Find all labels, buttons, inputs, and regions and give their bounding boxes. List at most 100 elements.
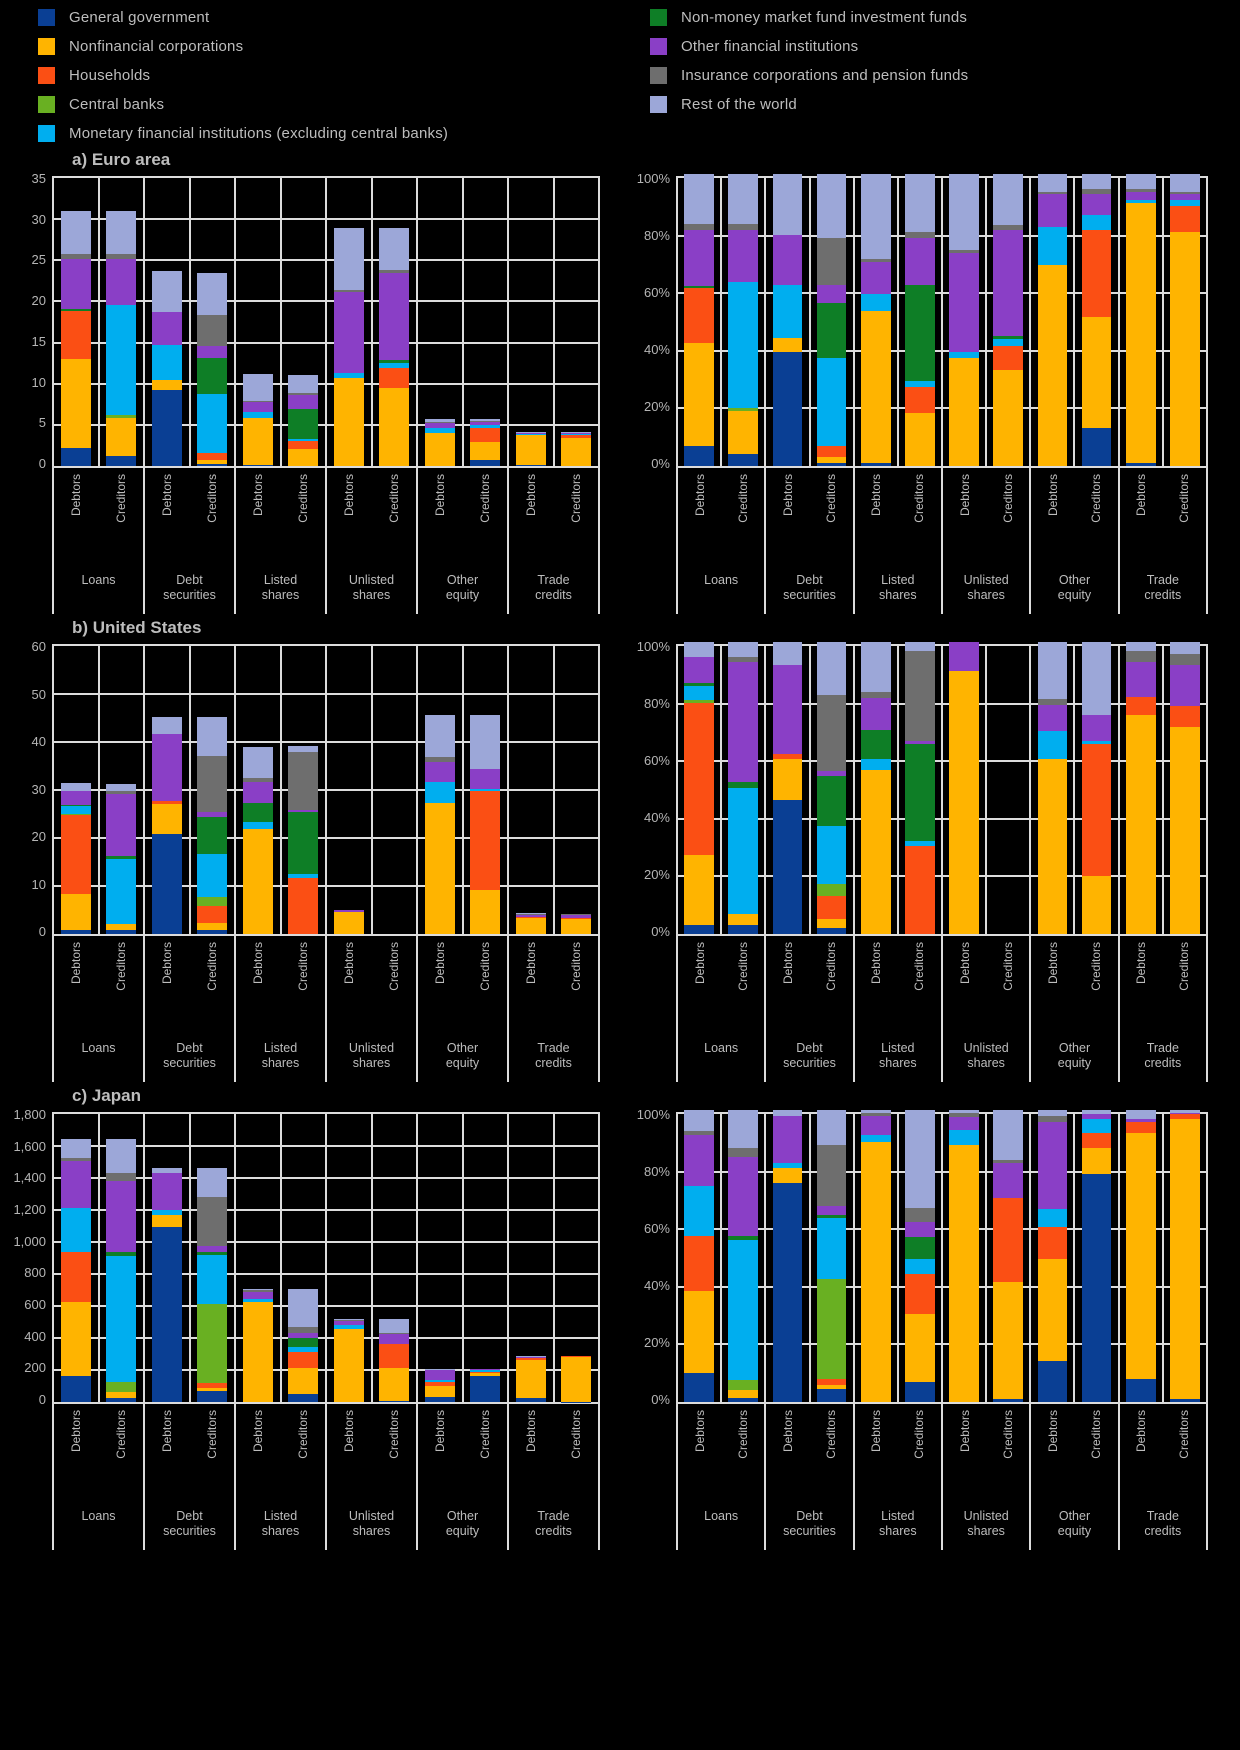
bar-group <box>236 1114 327 1402</box>
bar-group <box>236 178 327 466</box>
bar-segment-h <box>151 800 182 805</box>
bar-segment-r <box>684 1110 714 1131</box>
bar-segment-f <box>106 856 137 860</box>
bar-segment-i <box>288 1326 319 1333</box>
bar-slot <box>236 1114 282 1402</box>
bar-segment-n <box>197 460 228 465</box>
bar-pair-labels: Debtors Creditors <box>418 936 507 1039</box>
y-axis-tick-label: 100% <box>636 639 670 654</box>
bar-segment-m <box>1081 741 1112 745</box>
bar-segment-r <box>816 174 847 239</box>
bar-segment-m <box>288 439 319 441</box>
bar-segment-g <box>772 1183 803 1402</box>
legend-item-insurance-pension: Insurance corporations and pension funds <box>650 64 968 86</box>
bar-label-creditors: Creditors <box>281 936 326 1039</box>
bar-segment-g <box>470 1376 501 1402</box>
bar-segment-n <box>60 1302 91 1376</box>
legend-item-label: Nonfinancial corporations <box>69 37 244 55</box>
bar-groups <box>678 642 1206 934</box>
bar-group <box>509 646 598 934</box>
bar-slot <box>1120 642 1164 934</box>
bar-group <box>943 642 1032 934</box>
y-axis-tick-label: 1,800 <box>13 1107 46 1122</box>
bar-segment-n <box>106 1391 137 1399</box>
bar-label-text: Creditors <box>824 474 839 523</box>
bar-segment-h <box>684 703 714 856</box>
bar-label-text: Creditors <box>204 942 219 991</box>
bar-label-debtors: Debtors <box>678 468 721 571</box>
bar-group <box>1120 642 1206 934</box>
bar-segment-m <box>424 781 455 803</box>
bar-segment-n <box>1037 758 1068 934</box>
bar-segment-f <box>816 302 847 358</box>
y-axis-tick-label: 60% <box>643 285 670 300</box>
bar-segment-f <box>816 776 847 826</box>
bar-groups <box>54 178 598 466</box>
bar-label-debtors: Debtors <box>145 936 190 1039</box>
category-label: Loans <box>81 1508 116 1523</box>
group-label-cell: Debtors Creditors Trade credits <box>509 936 598 1082</box>
bar-segment-f <box>905 744 935 841</box>
bar-slot <box>811 642 853 934</box>
bar-segment-r <box>106 210 137 255</box>
stacked-bar-creditors <box>288 746 319 934</box>
bar-segment-m <box>905 381 935 388</box>
bar-segment-i <box>197 1196 228 1246</box>
bar-slot <box>1031 642 1076 934</box>
bar-segment-n <box>106 417 137 456</box>
group-label-cell: Debtors Creditors Unlisted shares <box>943 1404 1032 1550</box>
bar-segment-m <box>728 282 759 408</box>
bar-slot <box>1164 642 1206 934</box>
bar-segment-h <box>905 1273 935 1315</box>
bar-label-text: Debtors <box>957 1410 972 1453</box>
bar-segment-i <box>728 223 759 230</box>
bar-segment-r <box>728 642 759 657</box>
euro-area-amounts-chart: 35 30 25 20 15 10 5 0 Debtors Creditors Loans Debto… <box>2 171 600 614</box>
bar-pair-labels: Debtors Creditors <box>54 1404 143 1507</box>
bar-segment-r <box>151 1168 182 1174</box>
legend: General government Nonfinancial corporat… <box>0 0 1240 146</box>
bar-segment-r <box>1037 174 1068 192</box>
bar-slot <box>855 1110 899 1402</box>
bar-label-text: Debtors <box>342 942 357 985</box>
bar-slot <box>855 174 899 466</box>
y-axis: 35 30 25 20 15 10 5 0 <box>2 171 52 471</box>
bar-label-debtors: Debtors <box>678 1404 721 1507</box>
bar-label-debtors: Debtors <box>1120 468 1163 571</box>
stacked-bar-creditors <box>470 714 501 934</box>
bar-slot <box>943 174 988 466</box>
bar-segment-g <box>684 1372 714 1402</box>
bar-pair-labels: Debtors Creditors <box>327 936 416 1039</box>
category-label: Loans <box>81 1040 116 1055</box>
bar-segment-n <box>515 435 546 466</box>
bar-segment-m <box>60 806 91 814</box>
group-label-cell: Debtors Creditors Other equity <box>418 936 509 1082</box>
bar-slot <box>1075 174 1117 466</box>
stacked-bar-debtors <box>772 174 803 466</box>
bar-segment-n <box>684 855 714 926</box>
bar-group <box>1031 174 1120 466</box>
bar-segment-o <box>288 395 319 410</box>
nonfinancial-corporations-swatch-icon <box>38 37 55 55</box>
category-label: Loans <box>704 572 739 587</box>
category-label: Unlisted shares <box>963 1508 1009 1539</box>
bar-label-creditors: Creditors <box>898 1404 941 1507</box>
bar-slot <box>418 178 464 466</box>
bar-label-creditors: Creditors <box>372 936 417 1039</box>
y-axis-tick-label: 30 <box>31 211 46 227</box>
stacked-bar-debtors <box>60 783 91 934</box>
stacked-bar-debtors <box>860 174 891 466</box>
stacked-bar-debtors <box>515 1355 546 1402</box>
group-label-cell: Debtors Creditors Debt securities <box>145 1404 236 1550</box>
bar-label-debtors: Debtors <box>1031 1404 1074 1507</box>
bar-label-text: Debtors <box>869 1410 884 1453</box>
bar-label-text: Creditors <box>1089 1410 1104 1459</box>
bar-segment-g <box>772 352 803 466</box>
bar-segment-h <box>288 441 319 450</box>
legend-item-other-financial-institutions: Other financial institutions <box>650 35 968 57</box>
bar-label-text: Creditors <box>568 474 583 523</box>
bar-pair-labels: Debtors Creditors <box>1120 936 1206 1039</box>
bar-label-text: Debtors <box>342 1410 357 1453</box>
stacked-bar-creditors <box>379 228 410 466</box>
bar-label-debtors: Debtors <box>766 468 809 571</box>
